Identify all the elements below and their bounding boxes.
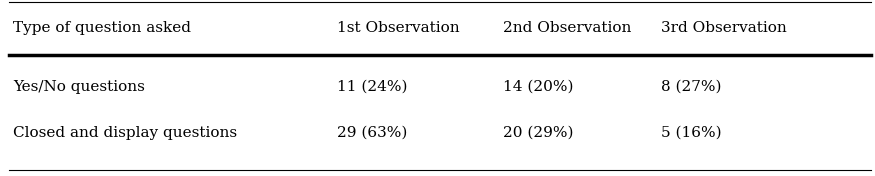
- Text: Closed and display questions: Closed and display questions: [13, 126, 237, 140]
- Text: 8 (27%): 8 (27%): [661, 80, 721, 94]
- Text: 3rd Observation: 3rd Observation: [661, 21, 787, 35]
- Text: 29 (63%): 29 (63%): [337, 126, 407, 140]
- Text: 2nd Observation: 2nd Observation: [503, 21, 632, 35]
- Text: Type of question asked: Type of question asked: [13, 21, 191, 35]
- Text: 1st Observation: 1st Observation: [337, 21, 459, 35]
- Text: 14 (20%): 14 (20%): [503, 80, 574, 94]
- Text: Yes/No questions: Yes/No questions: [13, 80, 145, 94]
- Text: 11 (24%): 11 (24%): [337, 80, 408, 94]
- Text: 20 (29%): 20 (29%): [503, 126, 574, 140]
- Text: 5 (16%): 5 (16%): [661, 126, 721, 140]
